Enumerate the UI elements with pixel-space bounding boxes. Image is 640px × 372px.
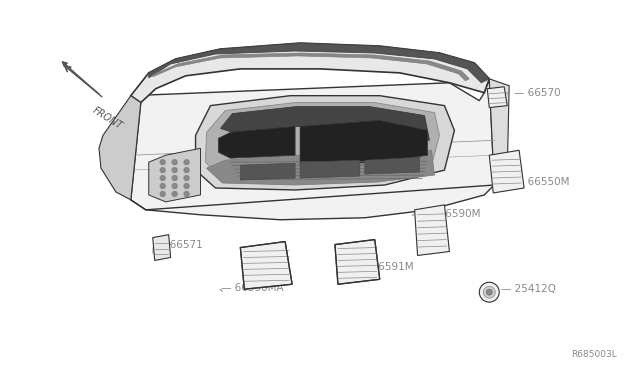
Polygon shape: [241, 241, 292, 289]
Polygon shape: [489, 150, 524, 193]
Polygon shape: [131, 43, 489, 103]
Circle shape: [483, 286, 495, 298]
Circle shape: [184, 192, 189, 196]
Text: — 66550MA: — 66550MA: [221, 283, 284, 292]
Circle shape: [184, 160, 189, 165]
Polygon shape: [220, 107, 429, 140]
Polygon shape: [131, 79, 494, 220]
Circle shape: [172, 168, 177, 173]
Polygon shape: [365, 157, 420, 174]
Circle shape: [486, 289, 492, 295]
Polygon shape: [205, 103, 440, 182]
Text: — 25412Q: — 25412Q: [501, 284, 556, 294]
Circle shape: [172, 192, 177, 196]
Polygon shape: [415, 205, 449, 256]
Text: — 66570: — 66570: [514, 87, 561, 97]
Polygon shape: [196, 96, 454, 190]
Circle shape: [160, 183, 165, 189]
Polygon shape: [148, 43, 489, 83]
Circle shape: [184, 183, 189, 189]
Polygon shape: [300, 160, 360, 178]
Circle shape: [160, 168, 165, 173]
Text: FRONT: FRONT: [91, 106, 125, 132]
Circle shape: [172, 160, 177, 165]
Text: — 66590M: — 66590M: [425, 209, 481, 219]
Circle shape: [184, 176, 189, 180]
Polygon shape: [148, 148, 200, 202]
Polygon shape: [300, 121, 428, 165]
Circle shape: [160, 160, 165, 165]
Text: — 66550M: — 66550M: [514, 177, 570, 187]
Polygon shape: [335, 240, 380, 284]
Polygon shape: [241, 163, 295, 180]
Circle shape: [184, 168, 189, 173]
Polygon shape: [99, 96, 141, 200]
Polygon shape: [218, 126, 295, 158]
Circle shape: [172, 176, 177, 180]
Text: — 66571: — 66571: [156, 240, 203, 250]
Polygon shape: [207, 150, 435, 185]
Polygon shape: [153, 235, 171, 260]
Circle shape: [172, 183, 177, 189]
Text: — 66591M: — 66591M: [358, 262, 413, 272]
Circle shape: [479, 282, 499, 302]
Circle shape: [160, 192, 165, 196]
Polygon shape: [487, 87, 507, 108]
Polygon shape: [489, 79, 509, 185]
Circle shape: [160, 176, 165, 180]
Text: R685003L: R685003L: [571, 350, 617, 359]
Polygon shape: [153, 53, 469, 81]
